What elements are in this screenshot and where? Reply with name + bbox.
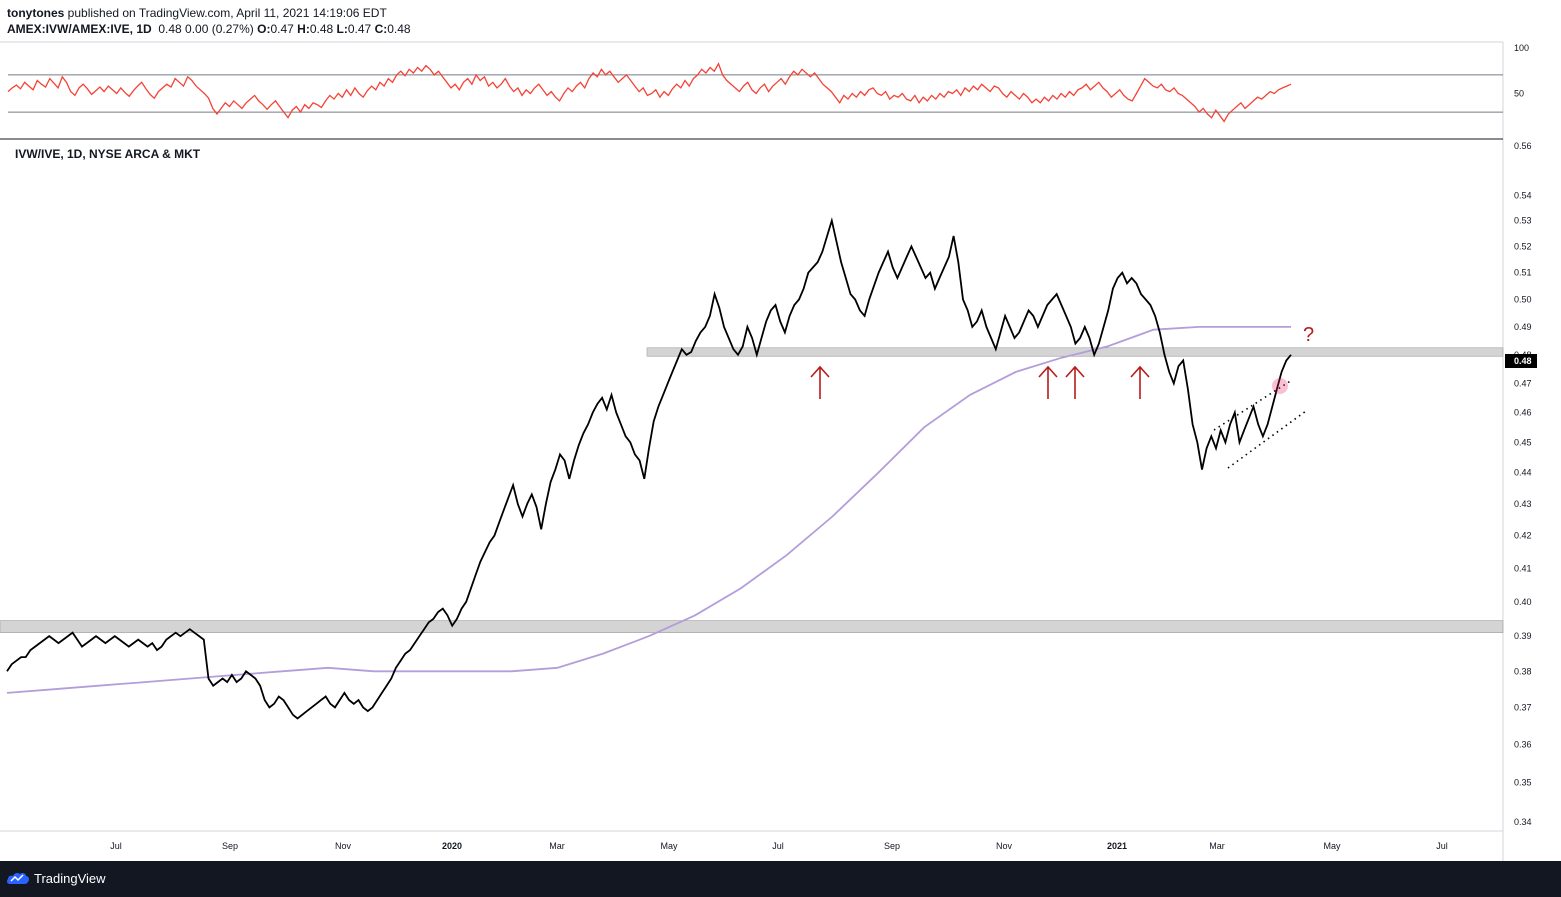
rsi-line xyxy=(7,62,1292,123)
resistance-zone xyxy=(646,347,1504,357)
up-arrow-icon xyxy=(810,365,830,399)
price-tick-label: 0.36 xyxy=(1514,740,1532,750)
time-tick-label: May xyxy=(660,841,678,851)
chart-canvas[interactable]: 100 50 IVW/IVE, 1D, NYSE ARCA & MKT ? 0.… xyxy=(0,0,1561,861)
price-tick-label: 0.38 xyxy=(1514,666,1532,676)
price-tick-label: 0.43 xyxy=(1514,499,1532,509)
price-tick-label: 0.37 xyxy=(1514,702,1532,712)
up-arrow-icon xyxy=(1038,365,1058,399)
price-tick-label: 0.52 xyxy=(1514,241,1532,251)
time-tick-label: Jul xyxy=(1436,841,1448,851)
time-tick-label: 2021 xyxy=(1107,841,1127,851)
last-price-badge xyxy=(1505,354,1537,368)
time-tick-label: Jul xyxy=(110,841,122,851)
price-axis[interactable]: 0.56 0.54 0.53 0.52 0.51 0.50 0.49 0.48 0.47 0.46… xyxy=(1514,141,1532,827)
moving-average-line xyxy=(6,326,1291,694)
high-label: H: xyxy=(297,22,310,36)
tradingview-brand[interactable]: TradingView xyxy=(34,871,106,886)
price-line xyxy=(6,217,1292,720)
price-tick-label: 0.42 xyxy=(1514,531,1532,541)
high-value: 0.48 xyxy=(309,22,334,36)
tradingview-cloud-icon[interactable] xyxy=(6,870,30,886)
time-tick-label: Nov xyxy=(335,841,352,851)
publish-line: tonytones published on TradingView.com, … xyxy=(7,5,411,21)
breakout-marker xyxy=(1272,378,1288,394)
price-panel-title: IVW/IVE, 1D, NYSE ARCA & MKT xyxy=(15,147,201,161)
support-zone xyxy=(0,620,1504,633)
chart-header: tonytones published on TradingView.com, … xyxy=(7,5,411,37)
time-tick-label: May xyxy=(1323,841,1341,851)
rsi-panel: 100 50 xyxy=(7,43,1529,123)
change-value: 0.48 0.00 (0.27%) xyxy=(158,22,254,36)
price-tick-label: 0.51 xyxy=(1514,268,1532,278)
up-arrow-icon xyxy=(1130,365,1150,399)
close-label: C: xyxy=(374,22,388,36)
time-tick-label: Nov xyxy=(996,841,1013,851)
price-tick-label: 0.50 xyxy=(1514,295,1532,305)
price-tick-label: 0.54 xyxy=(1514,190,1532,200)
price-tick-label: 0.35 xyxy=(1514,778,1532,788)
low-label: L: xyxy=(336,22,348,36)
close-value: 0.48 xyxy=(387,22,411,36)
publisher-name[interactable]: tonytones xyxy=(7,6,65,20)
price-tick-label: 0.41 xyxy=(1514,563,1532,573)
footer-bar: TradingView xyxy=(0,861,1561,897)
price-tick-label: 0.56 xyxy=(1514,141,1532,151)
channel-upper-line xyxy=(1213,379,1293,431)
low-value: 0.47 xyxy=(347,22,372,36)
time-tick-label: Sep xyxy=(884,841,900,851)
rsi-tick-label: 100 xyxy=(1514,43,1529,53)
time-tick-label: Mar xyxy=(1209,841,1225,851)
publish-text: published on TradingView.com, April 11, … xyxy=(64,6,387,20)
time-tick-label: 2020 xyxy=(442,841,462,851)
open-label: O: xyxy=(257,22,271,36)
time-axis[interactable]: Jul Sep Nov 2020 Mar May Jul Sep Nov 2021 Mar May Ju… xyxy=(110,841,1448,851)
price-tick-label: 0.53 xyxy=(1514,216,1532,226)
price-tick-label: 0.40 xyxy=(1514,597,1532,607)
time-tick-label: Mar xyxy=(549,841,565,851)
price-tick-label: 0.45 xyxy=(1514,437,1532,447)
time-tick-label: Jul xyxy=(772,841,784,851)
price-tick-label: 0.49 xyxy=(1514,322,1532,332)
price-panel: IVW/IVE, 1D, NYSE ARCA & MKT ? 0.560.540… xyxy=(0,141,1537,851)
open-value: 0.47 xyxy=(270,22,294,36)
price-tick-label: 0.44 xyxy=(1514,468,1532,478)
last-price-label: 0.48 xyxy=(1514,356,1532,366)
question-annotation: ? xyxy=(1303,324,1314,346)
time-tick-label: Sep xyxy=(222,841,238,851)
symbol-label[interactable]: AMEX:IVW/AMEX:IVE, 1D xyxy=(7,22,152,36)
price-tick-label: 0.39 xyxy=(1514,631,1532,641)
price-tick-label: 0.34 xyxy=(1514,817,1532,827)
ohlc-line: AMEX:IVW/AMEX:IVE, 1D 0.48 0.00 (0.27%) … xyxy=(7,21,411,37)
price-tick-label: 0.47 xyxy=(1514,378,1532,388)
rsi-tick-label: 50 xyxy=(1514,89,1524,99)
up-arrow-icon xyxy=(1065,365,1085,399)
price-tick-label: 0.46 xyxy=(1514,407,1532,417)
support-test-arrows xyxy=(810,365,1150,399)
